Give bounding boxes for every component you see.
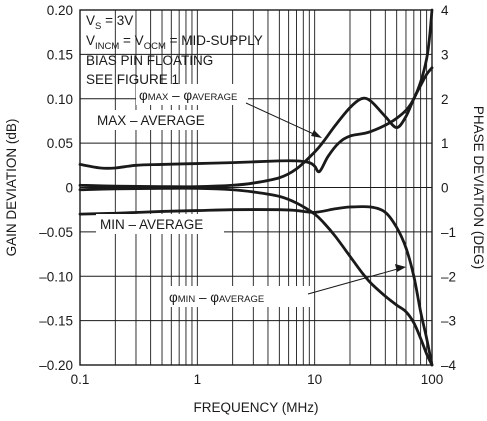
- y-axis-title: GAIN DEVIATION (dB): [4, 119, 19, 257]
- condition-line: VINCM = VOCM = MID-SUPPLY: [86, 33, 263, 52]
- y-tick-label: 0.05: [47, 136, 73, 151]
- y2-tick-label: –4: [441, 358, 457, 373]
- y2-tick-label: –1: [441, 225, 456, 240]
- phase-max-average-curve: [78, 66, 434, 189]
- tick-labels: 0.1 1 10 1000.200.150.100.050–0.05–0.10–0.1…: [39, 3, 456, 387]
- phase-max-arrowhead: [311, 130, 322, 138]
- plot-frame: [79, 9, 433, 366]
- max-label-bg: [93, 110, 225, 130]
- condition-line: VS = 3V: [86, 13, 133, 32]
- condition-line: BIAS PIN FLOATING: [86, 53, 213, 68]
- phase-min-leader: [307, 267, 402, 295]
- y2-tick-label: 1: [441, 136, 449, 151]
- y2-axis-title: PHASE DEVIATION (DEG): [471, 106, 486, 269]
- phase-min-average-label: φMIN – φAVERAGE: [169, 290, 264, 305]
- phase-max-average-label: φMAX – φAVERAGE: [139, 88, 237, 103]
- min-average-label: MIN – AVERAGE: [100, 217, 203, 232]
- y-tick-label: 0: [65, 181, 73, 196]
- y-tick-label: –0.05: [39, 225, 73, 240]
- y2-tick-label: 4: [441, 3, 449, 18]
- max-average-label: MAX – AVERAGE: [97, 113, 205, 128]
- min-average-curve: [78, 205, 434, 367]
- y-tick-label: –0.15: [39, 314, 73, 329]
- min-label-bg: [96, 214, 224, 234]
- max-average-curve: [78, 8, 434, 174]
- y-tick-label: 0.10: [47, 92, 73, 107]
- x-tick-label: 10: [307, 372, 322, 387]
- x-tick-label: 0.1: [71, 372, 90, 387]
- y-tick-label: –0.20: [39, 358, 73, 373]
- x-tick-label: 1: [194, 372, 202, 387]
- y-tick-label: –0.10: [39, 269, 73, 284]
- y2-tick-label: –2: [441, 269, 456, 284]
- y2-tick-label: 2: [441, 92, 449, 107]
- phase-min-average-curve: [78, 186, 434, 367]
- condition-line: SEE FIGURE 1: [86, 72, 179, 87]
- x-tick-label: 100: [421, 372, 444, 387]
- y2-tick-label: 0: [441, 181, 449, 196]
- y2-tick-label: 3: [441, 47, 449, 62]
- phase-max-leader: [245, 102, 319, 137]
- curves: [78, 8, 434, 367]
- phase-min-label-bg: [166, 286, 310, 307]
- y2-tick-label: –3: [441, 314, 456, 329]
- y-tick-label: 0.20: [47, 3, 73, 18]
- phase-min-arrowhead: [395, 264, 406, 272]
- x-axis-title: FREQUENCY (MHz): [193, 400, 318, 415]
- y-tick-label: 0.15: [47, 47, 73, 62]
- phase-max-label-bg: [136, 84, 248, 105]
